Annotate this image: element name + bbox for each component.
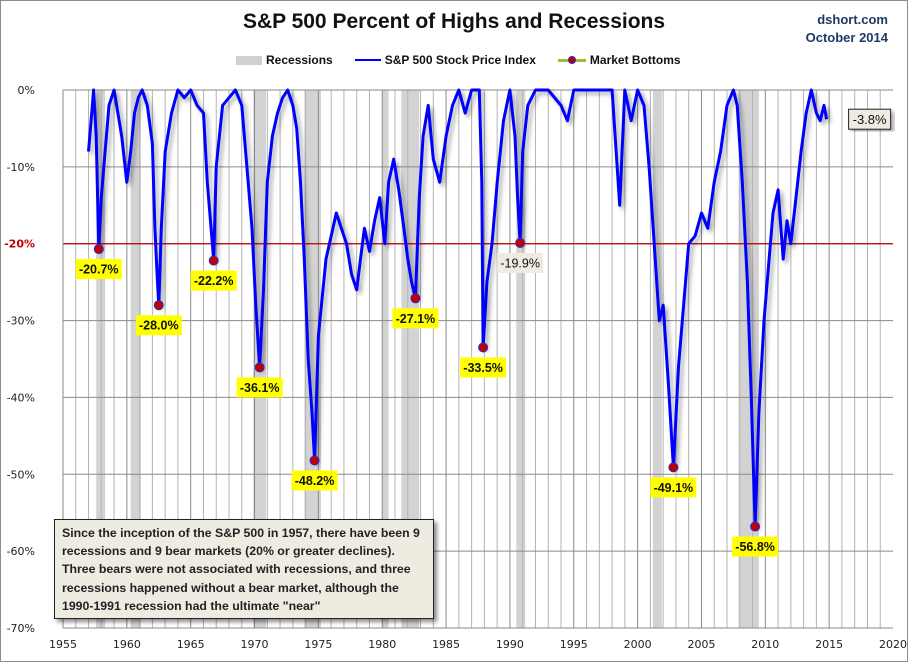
market-bottom-marker xyxy=(153,300,164,311)
y-tick-label: -70% xyxy=(7,622,35,635)
market-bottom-marker xyxy=(668,462,679,473)
source-date: October 2014 xyxy=(805,30,888,45)
data-label-bg xyxy=(291,470,338,491)
legend-label-bottoms: Market Bottoms xyxy=(589,53,681,67)
recession-band xyxy=(130,90,141,628)
market-bottom-marker xyxy=(208,255,219,266)
x-tick-label: 1995 xyxy=(560,638,588,651)
current-value-label: -3.8% xyxy=(853,112,887,127)
data-label-bg xyxy=(190,270,237,291)
data-label: -27.1% xyxy=(396,312,436,326)
recession-band xyxy=(516,90,526,628)
chart-title: S&P 500 Percent of Highs and Recessions xyxy=(242,10,666,33)
x-tick-label: 2015 xyxy=(815,638,843,651)
marker-swatch-icon xyxy=(557,55,586,64)
source-credit: dshort.com October 2014 xyxy=(806,11,888,47)
recession-band xyxy=(382,90,389,628)
x-tick-label: 1970 xyxy=(241,638,269,651)
data-label: -20.7% xyxy=(79,263,119,277)
legend-label-recessions: Recessions xyxy=(266,53,333,67)
x-tick-label: 1965 xyxy=(177,638,205,651)
recession-band xyxy=(652,90,662,628)
legend: Recessions S&P 500 Stock Price Index Mar… xyxy=(236,53,703,67)
x-tick-label: 2005 xyxy=(687,638,715,651)
line-swatch-icon xyxy=(354,59,381,61)
data-label: -22.2% xyxy=(194,274,234,288)
data-label-bg xyxy=(75,259,122,280)
annotation-box: Since the inception of the S&P 500 in 19… xyxy=(54,519,434,619)
y-tick-label: -10% xyxy=(7,161,35,174)
x-tick-label: 1960 xyxy=(113,638,141,651)
data-label-bg xyxy=(236,377,283,398)
market-bottom-marker xyxy=(309,455,320,466)
x-tick-label: 1955 xyxy=(49,638,77,651)
data-label-bg xyxy=(135,315,182,336)
x-tick-label: 2010 xyxy=(751,638,779,651)
recession-band xyxy=(401,90,420,628)
x-tick-label: 2020 xyxy=(879,638,907,651)
x-tick-label: 1980 xyxy=(368,638,396,651)
market-bottom-marker xyxy=(515,237,526,248)
x-tick-label: 2000 xyxy=(624,638,652,651)
legend-item-bottoms: Market Bottoms xyxy=(557,53,681,67)
market-bottom-marker xyxy=(478,342,489,353)
data-label: -33.5% xyxy=(463,361,503,375)
recession-band xyxy=(96,90,106,628)
current-value-label-bg xyxy=(848,108,892,130)
y-tick-label: -40% xyxy=(7,391,35,404)
data-label: -36.1% xyxy=(240,381,280,395)
legend-item-index: S&P 500 Stock Price Index xyxy=(354,53,536,67)
y-tick-label: 0% xyxy=(18,84,35,97)
x-tick-label: 1975 xyxy=(304,638,332,651)
data-label-bg xyxy=(650,477,697,498)
x-tick-label: 1990 xyxy=(496,638,524,651)
market-bottom-marker xyxy=(410,293,421,304)
recession-band xyxy=(304,90,321,628)
data-label-bg xyxy=(732,536,779,557)
source-site: dshort.com xyxy=(817,12,888,27)
series-line-sp500 xyxy=(87,88,829,528)
data-label: -28.0% xyxy=(139,319,179,333)
data-label-bg xyxy=(460,357,507,378)
data-label: -48.2% xyxy=(295,474,335,488)
data-label: -49.1% xyxy=(654,481,694,495)
y-tick-label: -50% xyxy=(7,468,35,481)
data-label-bg xyxy=(497,252,544,273)
market-bottom-marker xyxy=(254,362,265,373)
y-tick-label: -60% xyxy=(7,545,35,558)
y-tick-label: -30% xyxy=(7,315,35,328)
legend-label-index: S&P 500 Stock Price Index xyxy=(384,53,536,67)
y-tick-label: -20% xyxy=(4,238,35,251)
market-bottom-marker xyxy=(93,244,104,255)
x-tick-label: 1985 xyxy=(432,638,460,651)
data-label-bg xyxy=(392,308,439,329)
legend-item-recessions: Recessions xyxy=(236,53,333,67)
data-label: -19.9% xyxy=(500,256,540,270)
market-bottom-marker xyxy=(750,521,761,532)
data-label: -56.8% xyxy=(735,540,775,554)
recession-swatch-icon xyxy=(236,55,262,65)
